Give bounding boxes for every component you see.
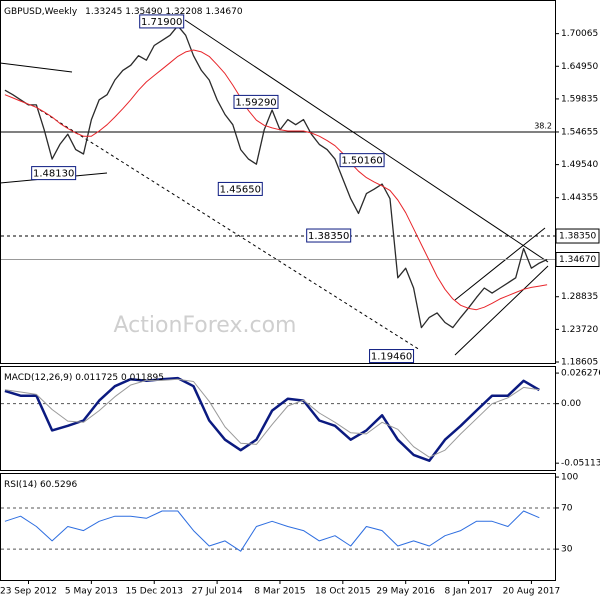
annotation-label: 1.48130 [33, 169, 74, 180]
annotation-label: 1.38350 [308, 231, 349, 242]
annotation-label: 1.19460 [371, 352, 412, 363]
y-tick-label: 1.59835 [561, 94, 598, 104]
price-marker-label: 1.38350 [559, 232, 596, 242]
trend-lines [0, 19, 549, 356]
panel-title: GBPUSD,Weekly 1.33245 1.35490 1.32208 1.3… [4, 7, 243, 17]
y-tick-label: 1.23720 [561, 325, 598, 335]
title: GBPUSD,Weekly [4, 7, 78, 17]
series-line [4, 49, 548, 311]
title: MACD(12,26,9) 0.011725 0.011895 [4, 373, 164, 383]
x-tick-label: 5 May 2013 [65, 587, 118, 597]
y-tick-label: 1.64950 [561, 62, 598, 72]
panel-title: RSI(14) 60.5296 [4, 480, 77, 490]
panel-title: MACD(12,26,9) 0.011725 0.011895 [4, 373, 164, 383]
annotation-box [369, 349, 415, 364]
annotation-label: 1.59290 [235, 97, 276, 108]
x-tick-label: 27 Jul 2014 [192, 587, 243, 597]
annotation-box [31, 166, 77, 181]
main-panel [0, 0, 556, 364]
y-tick-label: 100 [561, 473, 578, 483]
channel-line [454, 227, 546, 301]
y-tick-label: 0.026276 [561, 369, 600, 379]
series-line [4, 25, 548, 329]
series-line [4, 378, 540, 458]
annotation-label: 1.45650 [220, 184, 261, 195]
y-tick-label: 1.49540 [561, 160, 598, 170]
annotation-box [233, 94, 279, 109]
y-tick-label: 1.54655 [561, 127, 598, 137]
y-tick-label: 0.00 [561, 399, 581, 409]
annotation-box [306, 228, 352, 243]
title: RSI(14) 60.5296 [4, 480, 77, 490]
series-line [4, 376, 540, 462]
price-marker [555, 228, 600, 244]
annotation-box [139, 14, 185, 29]
channel-line [454, 265, 549, 356]
y-tick-label: 1.70065 [561, 29, 598, 39]
rsi-panel [0, 473, 556, 581]
trend-line [184, 19, 549, 263]
y-tick-label: 1.28835 [561, 292, 598, 302]
x-tick-label: 15 Dec 2013 [125, 587, 183, 597]
y-tick-label: 70 [561, 503, 573, 513]
level-label: 38.2 [534, 121, 552, 130]
annotation-label: 1.71900 [141, 17, 182, 28]
y-tick-label: 1.44355 [561, 193, 598, 203]
price-marker-label: 1.34670 [559, 255, 596, 265]
y-tick-label: 30 [561, 545, 573, 555]
y-tick-label: 1.18605 [561, 358, 598, 368]
x-tick-label: 8 Mar 2015 [254, 587, 305, 597]
y-tick-label: -0.051137 [561, 459, 600, 469]
trend-line [0, 62, 73, 73]
x-tick-label: 8 Jan 2017 [444, 587, 492, 597]
x-tick-label: 29 May 2016 [376, 587, 435, 597]
macd-panel [0, 366, 556, 471]
x-tick-label: 20 Aug 2017 [503, 587, 561, 597]
price-marker [555, 251, 600, 267]
subtitle: 1.33245 1.35490 1.32208 1.34670 [85, 7, 243, 17]
annotation-box [217, 181, 263, 196]
annotation-box [339, 153, 385, 168]
series-line [4, 510, 540, 552]
x-tick-label: 18 Oct 2015 [315, 587, 371, 597]
annotation-label: 1.50160 [341, 156, 382, 167]
watermark: ActionForex.com [114, 313, 297, 338]
trend-line [39, 109, 421, 351]
x-tick-label: 23 Sep 2012 [0, 587, 57, 597]
